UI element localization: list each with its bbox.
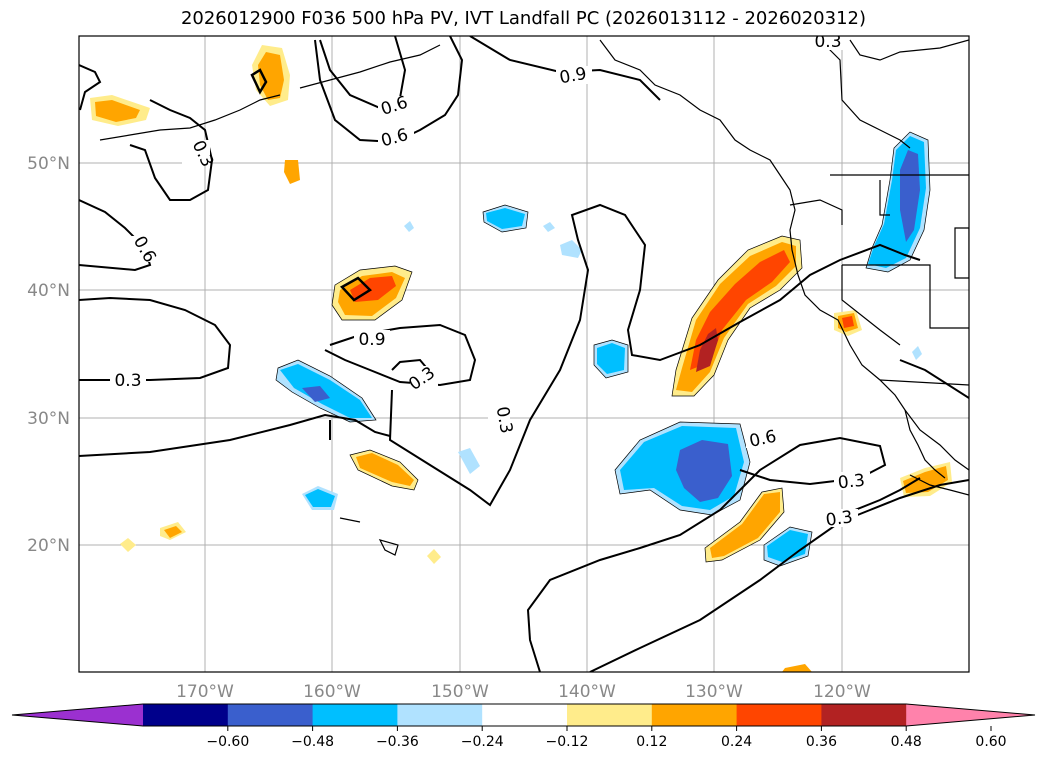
lon-tick-label: 170°W [176, 682, 234, 702]
colorbar-tick-label: 0.48 [891, 734, 922, 750]
lon-tick-label: 140°W [558, 682, 616, 702]
colorbar-tick-label: −0.36 [376, 734, 419, 750]
colorbar-tick-label: 0.36 [806, 734, 837, 750]
chart-title: 2026012900 F036 500 hPa PV, IVT Landfall… [180, 8, 867, 29]
colorbar-segment [143, 704, 229, 726]
contour-label: 0.9 [358, 330, 385, 350]
colorbar-segment [312, 704, 398, 726]
pv-contours [79, 36, 969, 672]
colorbar-segment [482, 704, 568, 726]
colorbar-segment [397, 704, 483, 726]
colorbar-extend-high [906, 704, 1035, 726]
colorbar-tick-label: −0.48 [291, 734, 334, 750]
colorbar: −0.60 −0.48 −0.36 −0.24 −0.12 0.12 0.24 0.36 0.4… [11, 703, 1036, 750]
colorbar-tick-label: −0.24 [461, 734, 504, 750]
contour-label: 0.3 [837, 471, 866, 494]
contour-label: 0.3 [814, 32, 841, 52]
colorbar-tick-label: −0.60 [206, 734, 249, 750]
contour-label: 0.3 [492, 405, 516, 435]
contour-label-masks [110, 36, 870, 527]
lon-axis: 170°W 160°W 150°W 140°W 130°W 120°W [176, 682, 871, 702]
map-border [78, 35, 970, 673]
lat-tick-label: 50°N [27, 154, 70, 174]
colorbar-tick-label: 0.12 [636, 734, 667, 750]
coastlines [99, 39, 969, 556]
colorbar-segment [567, 704, 653, 726]
colorbar-outline [11, 703, 1036, 727]
lat-tick-label: 20°N [27, 536, 70, 556]
colorbar-segment [227, 704, 314, 726]
shaded-regions [90, 45, 952, 672]
contour-label: 0.3 [825, 507, 855, 531]
lat-tick-label: 30°N [27, 409, 70, 429]
lon-tick-label: 160°W [303, 682, 361, 702]
shade-outlines [275, 131, 931, 567]
lon-tick-label: 150°W [431, 682, 489, 702]
colorbar-tick-label: −0.12 [546, 734, 589, 750]
colorbar-tick-label: 0.24 [721, 734, 752, 750]
colorbar-extend-low [12, 704, 143, 726]
colorbar-segment [736, 704, 822, 726]
map-area [79, 36, 969, 672]
contour-label: 0.9 [558, 64, 588, 88]
colorbar-segment [651, 704, 738, 726]
lon-tick-label: 120°W [813, 682, 871, 702]
contour-label: 0.3 [114, 371, 141, 391]
colorbar-tick-label: 0.60 [975, 734, 1006, 750]
lat-tick-label: 40°N [27, 281, 70, 301]
pv-contours-inner [250, 68, 372, 302]
lon-tick-label: 130°W [685, 682, 743, 702]
colorbar-segment [821, 704, 907, 726]
lat-axis: 50°N 40°N 30°N 20°N [27, 154, 70, 556]
